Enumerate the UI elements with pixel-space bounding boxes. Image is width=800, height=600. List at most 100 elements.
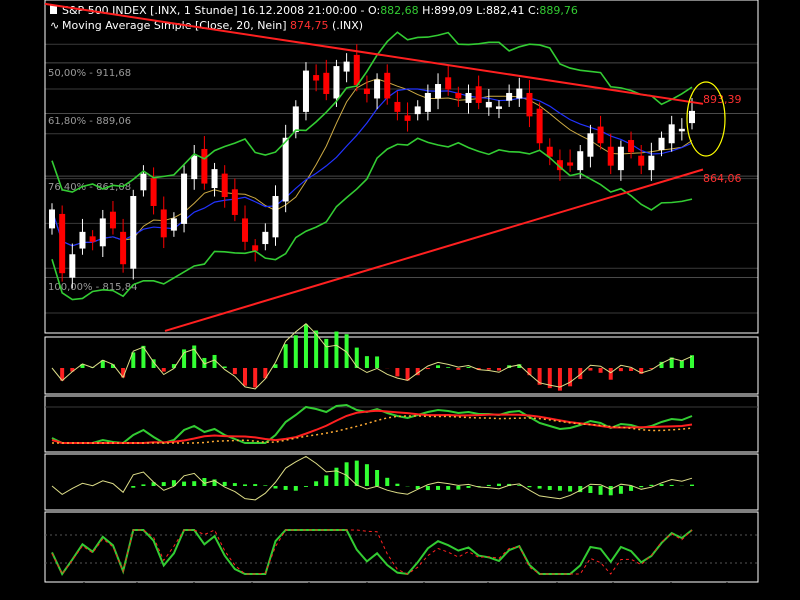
- resistance-trendline: [44, 2, 704, 105]
- macc-histogram-bar: [253, 484, 258, 486]
- bbbh-histogram-bar: [222, 366, 227, 368]
- bbbh-histogram-bar: [80, 363, 85, 368]
- bbbh-histogram-bar: [537, 368, 542, 385]
- macc-histogram-bar: [639, 486, 644, 488]
- candle-up: [191, 155, 198, 180]
- macc-histogram-bar: [375, 470, 380, 486]
- candle-down: [160, 209, 167, 238]
- rsi-line: [51, 455, 693, 501]
- candle-down: [455, 92, 462, 99]
- macc-histogram-bar: [486, 484, 491, 486]
- bbbh-histogram-bar: [679, 360, 684, 368]
- support-trendline: [164, 168, 704, 332]
- date-tick-label: 10: [430, 585, 444, 598]
- chart-header: S&P 500 INDEX [.INX, 1 Stunde] 16.12.200…: [50, 4, 578, 32]
- candle-up: [648, 155, 655, 171]
- panel-label-dssb: DSSB: [3, 400, 33, 413]
- candle-down: [221, 173, 228, 198]
- fib-764-label: 76,40% - 861,08: [48, 182, 131, 193]
- bbbh-histogram-bar: [171, 364, 176, 368]
- price-tick-left: 820: [6, 262, 27, 275]
- bbbh-histogram-bar: [639, 368, 644, 374]
- dss-signal-line: [52, 415, 693, 444]
- panel-zero-left-ssto: 0: [34, 568, 41, 581]
- bbbh-histogram-bar: [527, 368, 532, 376]
- candle-down: [567, 162, 574, 166]
- macc-histogram-bar: [395, 483, 400, 486]
- bbbh-histogram-bar: [608, 368, 613, 380]
- date-axis: 2 3 4 5 8 9 10 11 12 15 16 17: [83, 582, 747, 598]
- macc-histogram-bar: [263, 485, 268, 486]
- header-low-label: L:: [473, 4, 486, 17]
- bbbh-histogram-bar: [364, 356, 369, 368]
- candle-up: [577, 151, 584, 171]
- candle-legend-icon: [50, 5, 57, 14]
- header-close-value: 889,76: [539, 4, 578, 17]
- price-tick-left: 840: [6, 217, 27, 230]
- macc-histogram-bar: [141, 484, 146, 486]
- bbbh-histogram-bar: [395, 368, 400, 377]
- bbbh-histogram-bar: [212, 354, 217, 368]
- panel-label-rsi: RSI: [762, 457, 780, 470]
- fib-50-label: 50,00% - 911,68: [48, 68, 131, 79]
- price-tick-left: 860: [6, 173, 27, 186]
- macc-histogram-bar: [527, 486, 532, 488]
- header-text: S&P 500 INDEX [.INX, 1 Stunde] 16.12.200…: [62, 4, 578, 17]
- candle-up: [435, 84, 442, 99]
- candle-down: [150, 178, 157, 206]
- candlestick-series: [49, 44, 695, 289]
- candle-down: [607, 146, 614, 166]
- macc-histogram-bar: [131, 486, 136, 488]
- date-tick-label: 15: [619, 585, 633, 598]
- candle-down: [353, 54, 360, 86]
- macc-histogram-bar: [547, 486, 552, 490]
- bbbh-histogram-bar: [517, 364, 522, 368]
- bbbh-histogram-bar: [324, 338, 329, 368]
- bbbh-histogram-bar: [629, 368, 634, 371]
- candle-down: [404, 115, 411, 121]
- macc-histogram-bar: [324, 475, 329, 486]
- macc-histogram-bar: [517, 485, 522, 486]
- candle-up: [495, 106, 502, 109]
- candle-down: [526, 92, 533, 117]
- macc-histogram-bar: [436, 486, 441, 490]
- macc-histogram-bar: [588, 486, 593, 493]
- bbbh-histogram-bar: [486, 368, 491, 370]
- candle-down: [546, 146, 553, 157]
- bbbh-histogram-bar: [375, 356, 380, 368]
- corner-label-left: XXP: [6, 4, 28, 17]
- macc-histogram-bar: [192, 481, 197, 486]
- macc-histogram-bar: [182, 481, 187, 486]
- bollinger-upper-line: [51, 31, 693, 193]
- bbbh-histogram-bar: [354, 347, 359, 368]
- candle-down: [384, 72, 391, 99]
- macc-histogram-bar: [568, 486, 573, 492]
- candle-up: [485, 101, 492, 108]
- bbbh-histogram-bar: [314, 330, 319, 368]
- panel-zero-left-bbbh: 0: [34, 362, 41, 375]
- panel-label-dss: DSS: [762, 400, 784, 413]
- fibonacci-labels: 50,00% - 911,68 61,80% - 889,06 76,40% -…: [48, 68, 137, 293]
- date-tick-label: 5: [258, 585, 265, 598]
- bbbh-histogram-bar: [547, 368, 552, 389]
- bbbh-histogram-bar: [151, 359, 156, 368]
- panel-zero-right-ssto: 0: [766, 568, 773, 581]
- header-open-label: O:: [368, 4, 380, 17]
- macc-histogram-bar: [476, 486, 481, 487]
- header-close-label: C:: [525, 4, 540, 17]
- bbbh-histogram-bar: [415, 368, 420, 376]
- price-tick-right: 800: [764, 307, 785, 320]
- candle-up: [140, 173, 147, 191]
- fib-618-label: 61,80% - 889,06: [48, 116, 131, 127]
- bbbh-histogram-bar: [436, 365, 441, 368]
- panel-zero-left-dssb: 0: [34, 437, 41, 450]
- bbbh-histogram-bar: [669, 357, 674, 368]
- ssto-k-line: [51, 529, 693, 576]
- candle-up: [69, 254, 76, 278]
- macc-panel-frame: [44, 453, 759, 511]
- candle-down: [313, 75, 320, 81]
- price-axis: 920 920 900 900 880 880 860 860 840 840 820 820 800 8…: [6, 38, 785, 320]
- bbbh-histogram-bar: [121, 368, 126, 378]
- ma-suffix: (.INX): [329, 19, 364, 32]
